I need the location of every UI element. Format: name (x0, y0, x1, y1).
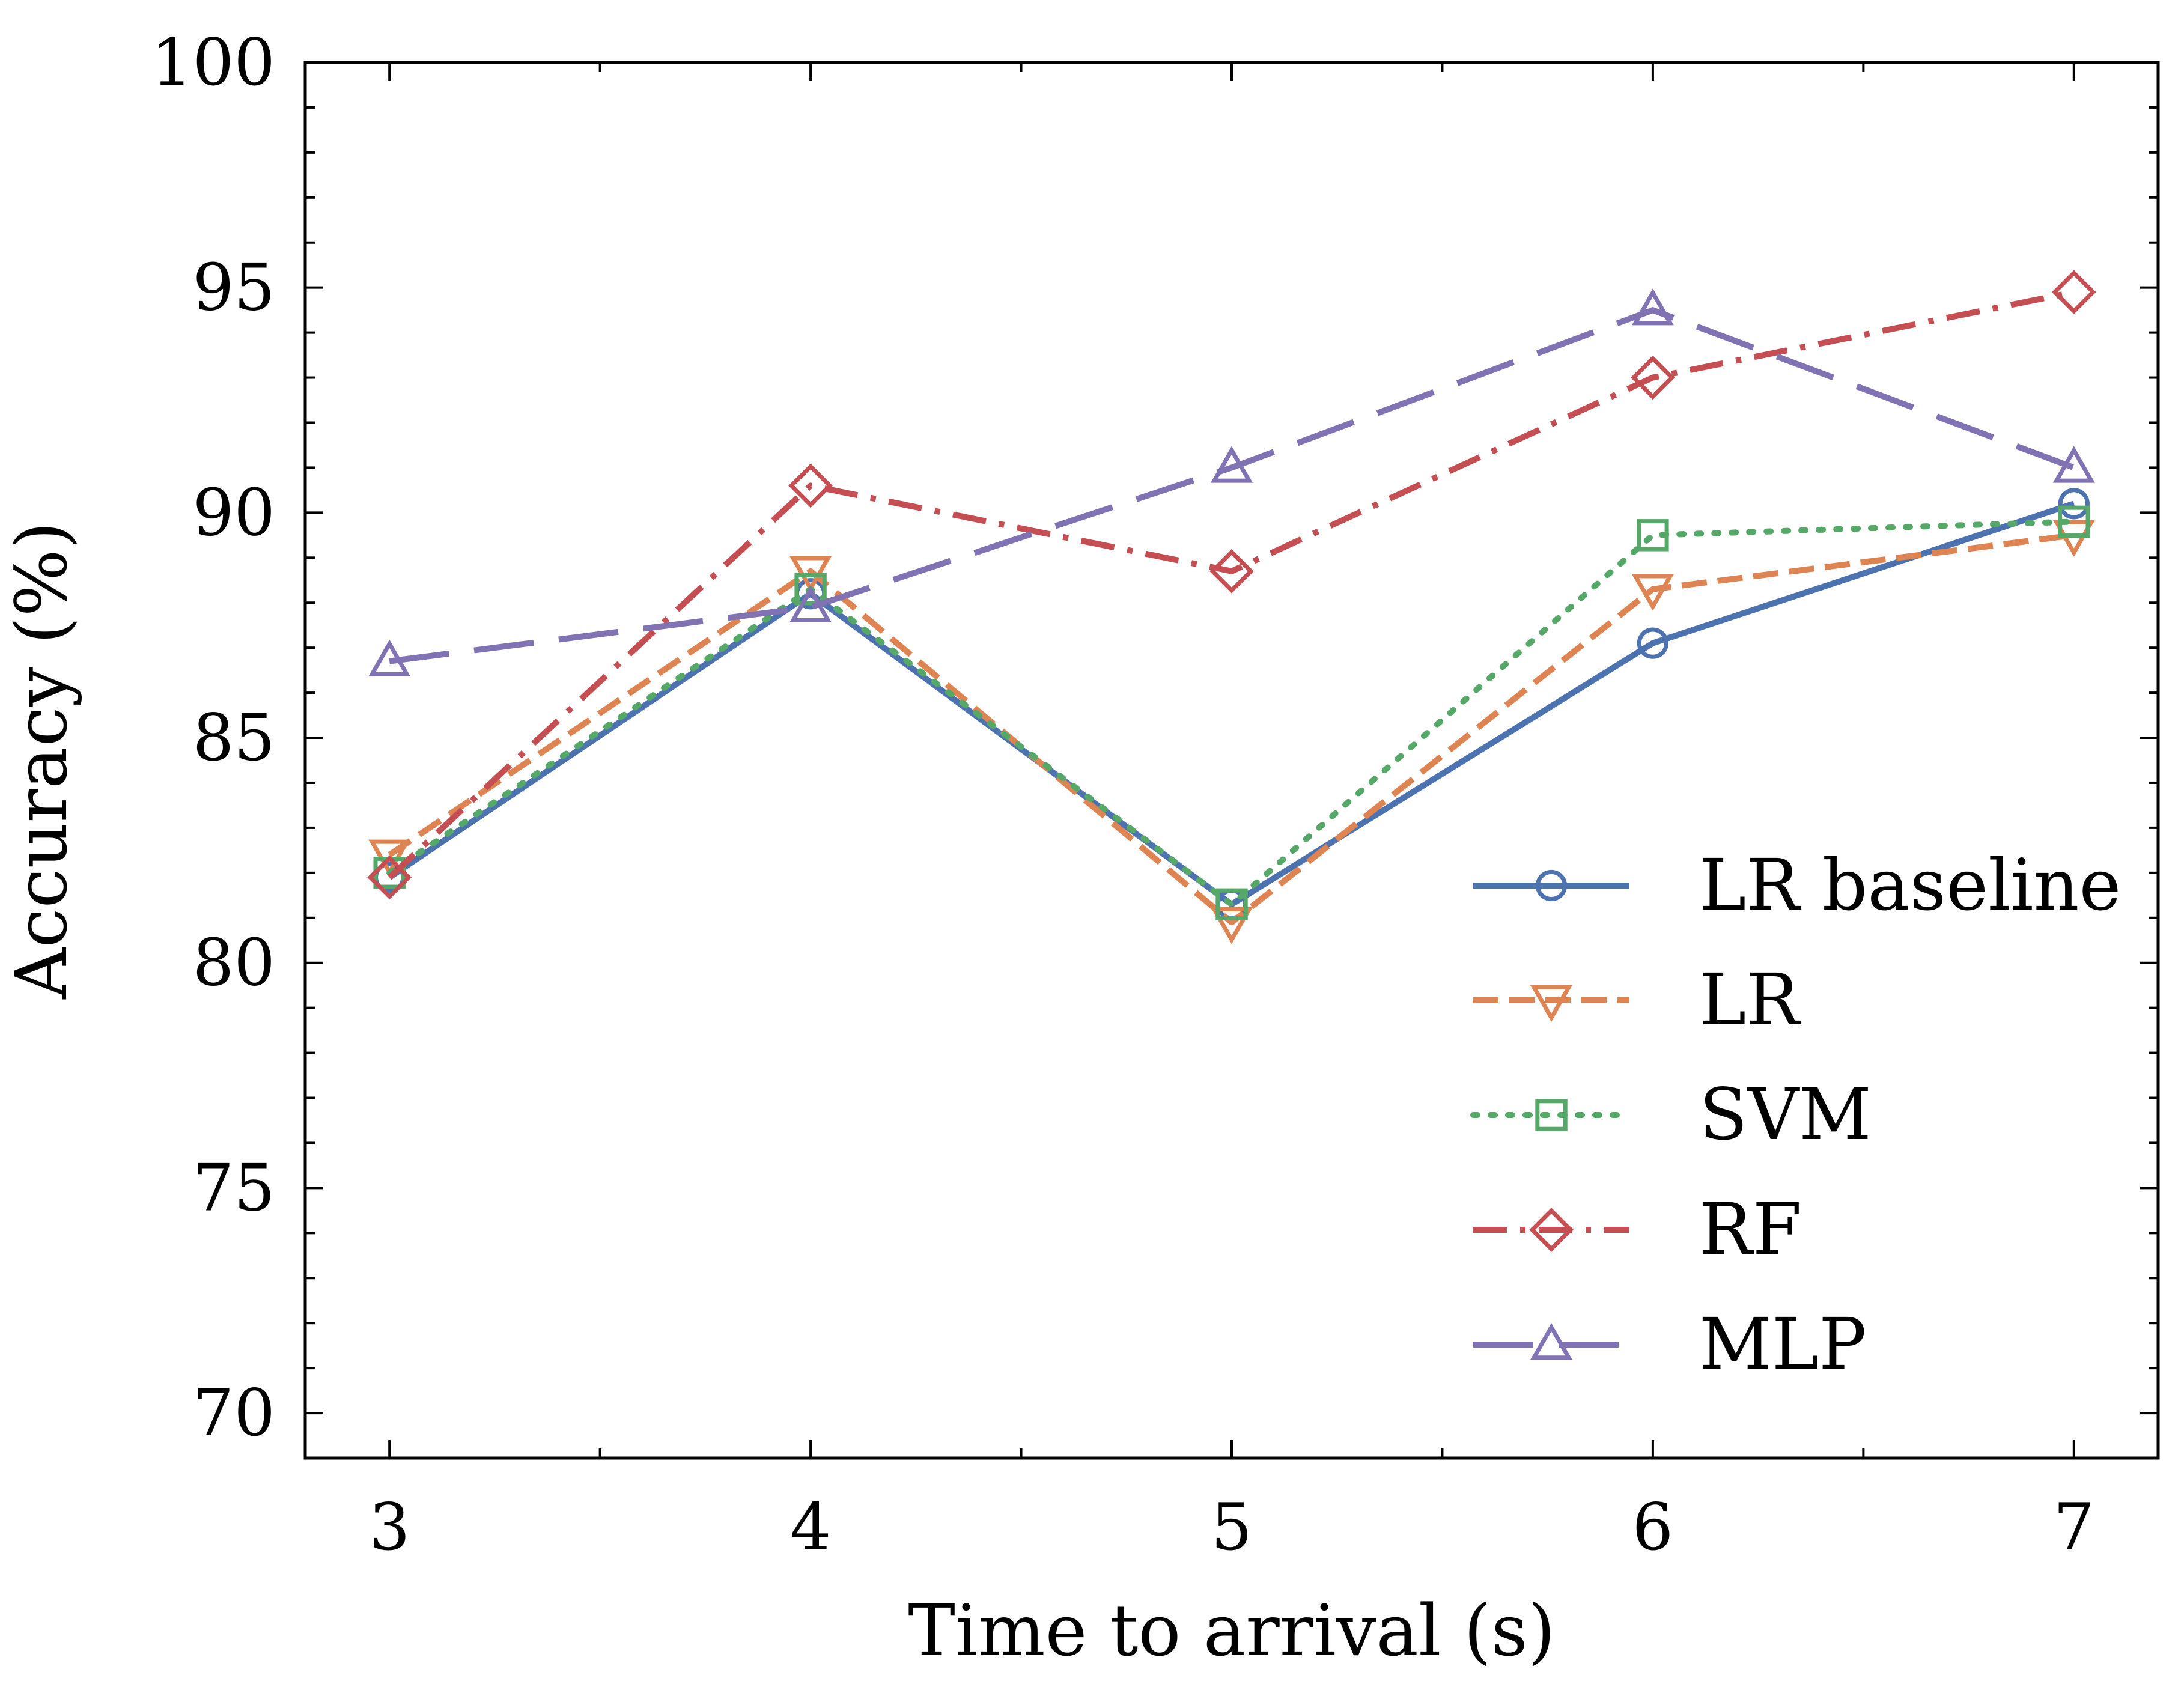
y-tick-label: 70 (193, 1376, 275, 1451)
legend-label-lr-baseline: LR baseline (1699, 843, 2121, 926)
data-point-rf (367, 855, 412, 900)
legend-label-lr: LR (1699, 958, 1801, 1041)
data-point-mlp (368, 639, 411, 676)
y-tick-label: 100 (151, 25, 275, 100)
legend-label-mlp: MLP (1699, 1302, 1867, 1385)
data-point-svm (1637, 519, 1669, 552)
data-point-lr (1210, 907, 1253, 944)
axis-ticks: 3 4 5 6 7 70 75 80 85 90 95 100 (151, 25, 2158, 1565)
legend: LR baseline LR SVM RF MLP (1470, 843, 2121, 1385)
data-point-lr-baseline (1637, 627, 1669, 659)
legend-item-lr-baseline: LR baseline (1473, 843, 2121, 926)
series-mlp (368, 288, 2095, 676)
data-point-svm (2058, 505, 2090, 538)
y-tick-label: 85 (193, 701, 275, 776)
legend-item-mlp: MLP (1473, 1302, 1867, 1385)
y-tick-label: 90 (193, 475, 275, 550)
series-rf (367, 270, 2096, 900)
legend-marker-lr-baseline (1535, 869, 1568, 902)
data-point-rf (788, 463, 833, 508)
data-point-lr (1631, 574, 1674, 611)
data-point-lr-baseline (2058, 488, 2090, 520)
series-line-svm (386, 518, 2077, 908)
plot-frame (303, 61, 2160, 1460)
y-tick-label: 95 (193, 251, 275, 326)
x-axis-label: Time to arrival (s) (908, 1589, 1555, 1672)
x-tick-label: 7 (2053, 1490, 2094, 1565)
data-point-mlp (2052, 446, 2095, 483)
data-point-rf (1631, 355, 1675, 400)
legend-marker-lr (1530, 985, 1573, 1023)
data-point-rf (2051, 270, 2096, 315)
data-point-svm (1215, 888, 1248, 920)
legend-marker-svm (1535, 1099, 1568, 1131)
legend-marker-rf (1529, 1208, 1574, 1252)
x-tick-label: 4 (790, 1490, 832, 1565)
x-tick-label: 3 (369, 1490, 410, 1565)
legend-item-lr: LR (1473, 958, 1801, 1041)
y-tick-label: 80 (193, 926, 275, 1001)
data-point-mlp (1210, 446, 1253, 483)
data-point-svm (794, 573, 827, 606)
x-tick-label: 6 (1632, 1490, 1674, 1565)
data-point-rf (1209, 549, 1254, 594)
series-line-lr (388, 532, 2075, 926)
data-point-mlp (789, 585, 832, 622)
x-tick-label: 5 (1211, 1490, 1253, 1565)
legend-item-svm: SVM (1470, 1073, 1872, 1156)
legend-label-rf: RF (1699, 1188, 1802, 1271)
legend-item-rf: RF (1473, 1188, 1802, 1271)
series-svm (373, 505, 2090, 920)
y-axis-label: Accuracy (%) (0, 521, 83, 1000)
series-line-rf (387, 289, 2075, 880)
data-point-mlp (1631, 288, 1674, 326)
y-tick-label: 75 (193, 1150, 275, 1226)
legend-label-svm: SVM (1699, 1073, 1872, 1156)
data-series (367, 270, 2096, 944)
series-line-mlp (389, 307, 2075, 664)
legend-marker-mlp (1530, 1322, 1573, 1360)
